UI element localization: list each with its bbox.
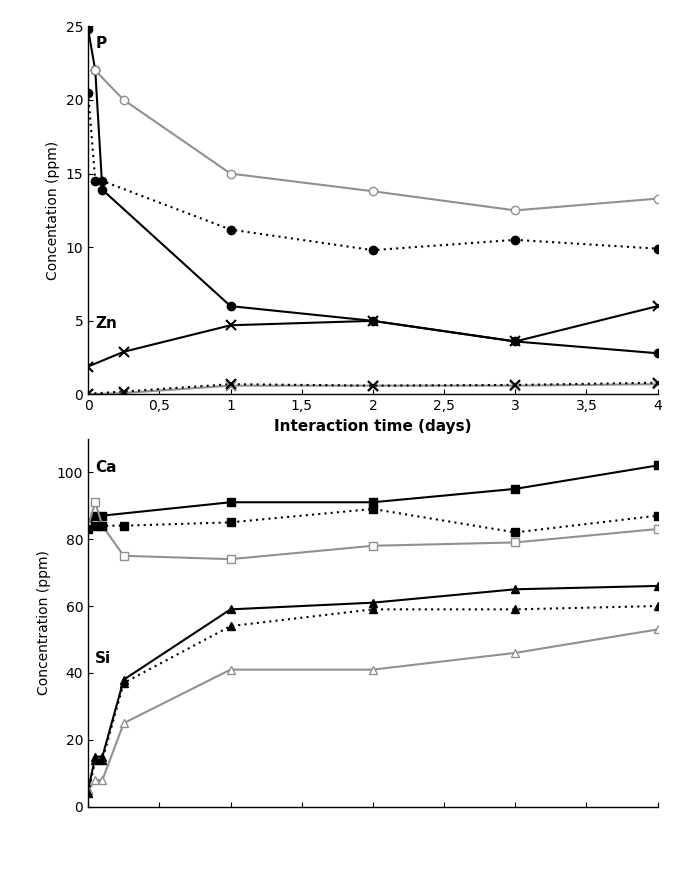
Text: Zn: Zn [95, 317, 117, 332]
Y-axis label: Concentration (ppm): Concentration (ppm) [37, 550, 52, 695]
Text: Ca: Ca [95, 460, 117, 475]
Text: P: P [95, 37, 106, 52]
X-axis label: Interaction time (days): Interaction time (days) [274, 419, 472, 434]
Text: Si: Si [95, 651, 111, 666]
Y-axis label: Concentation (ppm): Concentation (ppm) [46, 141, 60, 280]
